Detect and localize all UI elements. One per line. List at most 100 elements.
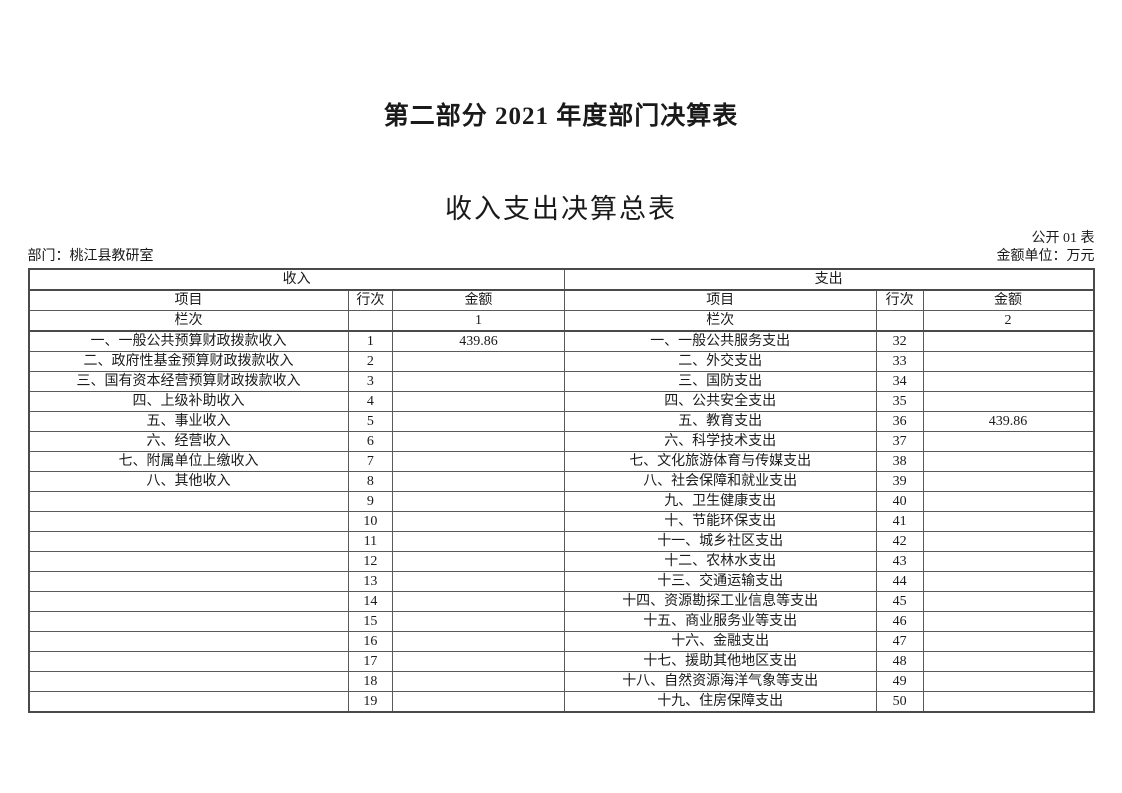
expense-amount-cell: [922, 391, 1095, 412]
income-line-cell: 10: [347, 511, 394, 532]
table-row: 10 十、节能环保支出 41: [28, 511, 1095, 532]
table-row: 13 十三、交通运输支出 44: [28, 571, 1095, 592]
department-label: 部门：桃江县教研室: [27, 249, 154, 264]
expense-item-cell: 一、一般公共服务支出: [563, 330, 877, 352]
expense-line-cell: 39: [875, 471, 924, 492]
table-row: 17 十七、援助其他地区支出 48: [28, 651, 1095, 672]
income-amount-cell: [392, 691, 565, 713]
expense-item-cell: 三、国防支出: [563, 371, 877, 392]
income-line-cell: 17: [347, 651, 394, 672]
expense-amount-cell: [922, 351, 1095, 372]
expense-amount-cell: [922, 611, 1095, 632]
expense-amount-column-header: 金额: [922, 289, 1095, 311]
income-line-cell: 7: [347, 451, 394, 472]
income-line-cell: 11: [347, 531, 394, 552]
expense-line-cell: 49: [875, 671, 924, 692]
expense-item-cell: 十、节能环保支出: [563, 511, 877, 532]
expense-line-cell: 50: [875, 691, 924, 713]
income-item-cell: [28, 611, 349, 632]
table-row: 18 十八、自然资源海洋气象等支出 49: [28, 671, 1095, 692]
expense-line-cell: 36: [875, 411, 924, 432]
income-amount-column-header: 金额: [392, 289, 565, 311]
expense-line-cell: 46: [875, 611, 924, 632]
expense-amount-cell: [922, 591, 1095, 612]
expense-item-cell: 八、社会保障和就业支出: [563, 471, 877, 492]
expense-amount-cell: [922, 691, 1095, 713]
column-header-row: 项目 行次 金额 项目 行次 金额: [28, 289, 1095, 311]
income-line-cell: 19: [347, 691, 394, 713]
income-item-cell: [28, 491, 349, 512]
expense-index-value: 2: [922, 310, 1095, 332]
expense-item-cell: 二、外交支出: [563, 351, 877, 372]
expense-line-cell: 35: [875, 391, 924, 412]
expense-amount-cell: [922, 671, 1095, 692]
income-amount-cell: [392, 351, 565, 372]
expense-amount-cell: [922, 330, 1095, 352]
table-row: 五、事业收入 5 五、教育支出 36 439.86: [28, 411, 1095, 432]
meta-line: 部门：桃江县教研室 金额单位：万元: [28, 248, 1095, 265]
expense-amount-cell: [922, 651, 1095, 672]
part-title: 第二部分 2021 年度部门决算表: [383, 103, 739, 130]
income-item-cell: 四、上级补助收入: [28, 391, 349, 412]
table-row: 四、上级补助收入 4 四、公共安全支出 35: [28, 391, 1095, 412]
expense-amount-cell: [922, 531, 1095, 552]
expense-amount-cell: [922, 371, 1095, 392]
income-item-column-header: 项目: [28, 289, 349, 311]
table-row: 9 九、卫生健康支出 40: [28, 491, 1095, 512]
income-amount-cell: [392, 471, 565, 492]
income-item-cell: [28, 571, 349, 592]
income-line-cell: 6: [347, 431, 394, 452]
expense-line-cell: 47: [875, 631, 924, 652]
expense-item-cell: 十四、资源勘探工业信息等支出: [563, 591, 877, 612]
expense-amount-cell: [922, 451, 1095, 472]
income-line-cell: 9: [347, 491, 394, 512]
income-item-cell: [28, 651, 349, 672]
expense-amount-cell: [922, 511, 1095, 532]
table-row: 三、国有资本经营预算财政拨款收入 3 三、国防支出 34: [28, 371, 1095, 392]
expense-amount-cell: 439.86: [922, 411, 1095, 432]
income-line-cell: 12: [347, 551, 394, 572]
income-item-cell: [28, 531, 349, 552]
expense-line-cell: 37: [875, 431, 924, 452]
income-amount-cell: [392, 491, 565, 512]
income-item-cell: 二、政府性基金预算财政拨款收入: [28, 351, 349, 372]
expense-line-cell: 44: [875, 571, 924, 592]
expense-amount-cell: [922, 571, 1095, 592]
income-amount-cell: [392, 371, 565, 392]
income-amount-cell: [392, 591, 565, 612]
income-item-cell: 五、事业收入: [28, 411, 349, 432]
income-item-cell: [28, 631, 349, 652]
table-row: 16 十六、金融支出 47: [28, 631, 1095, 652]
income-amount-cell: [392, 451, 565, 472]
income-amount-cell: [392, 431, 565, 452]
income-item-cell: 三、国有资本经营预算财政拨款收入: [28, 371, 349, 392]
expense-item-cell: 十六、金融支出: [563, 631, 877, 652]
income-line-cell: 8: [347, 471, 394, 492]
expense-item-cell: 四、公共安全支出: [563, 391, 877, 412]
expense-item-cell: 七、文化旅游体育与传媒支出: [563, 451, 877, 472]
expense-index-blank: [875, 310, 924, 332]
income-item-cell: [28, 591, 349, 612]
expense-item-cell: 十九、住房保障支出: [563, 691, 877, 713]
table-row: 14 十四、资源勘探工业信息等支出 45: [28, 591, 1095, 612]
table-row: 一、一般公共预算财政拨款收入 1 439.86 一、一般公共服务支出 32: [28, 330, 1095, 352]
income-item-cell: [28, 671, 349, 692]
table-row: 六、经营收入 6 六、科学技术支出 37: [28, 431, 1095, 452]
income-amount-cell: [392, 631, 565, 652]
expense-line-cell: 34: [875, 371, 924, 392]
expense-line-cell: 43: [875, 551, 924, 572]
table-row: 11 十一、城乡社区支出 42: [28, 531, 1095, 552]
expense-item-column-header: 项目: [563, 289, 877, 311]
expense-line-cell: 41: [875, 511, 924, 532]
income-amount-cell: [392, 651, 565, 672]
income-line-cell: 3: [347, 371, 394, 392]
income-line-cell: 5: [347, 411, 394, 432]
income-item-cell: 七、附属单位上缴收入: [28, 451, 349, 472]
expense-line-cell: 45: [875, 591, 924, 612]
expense-item-cell: 十二、农林水支出: [563, 551, 877, 572]
income-amount-cell: [392, 411, 565, 432]
income-item-cell: [28, 691, 349, 713]
income-index-value: 1: [392, 310, 565, 332]
expense-item-cell: 十一、城乡社区支出: [563, 531, 877, 552]
income-line-cell: 4: [347, 391, 394, 412]
